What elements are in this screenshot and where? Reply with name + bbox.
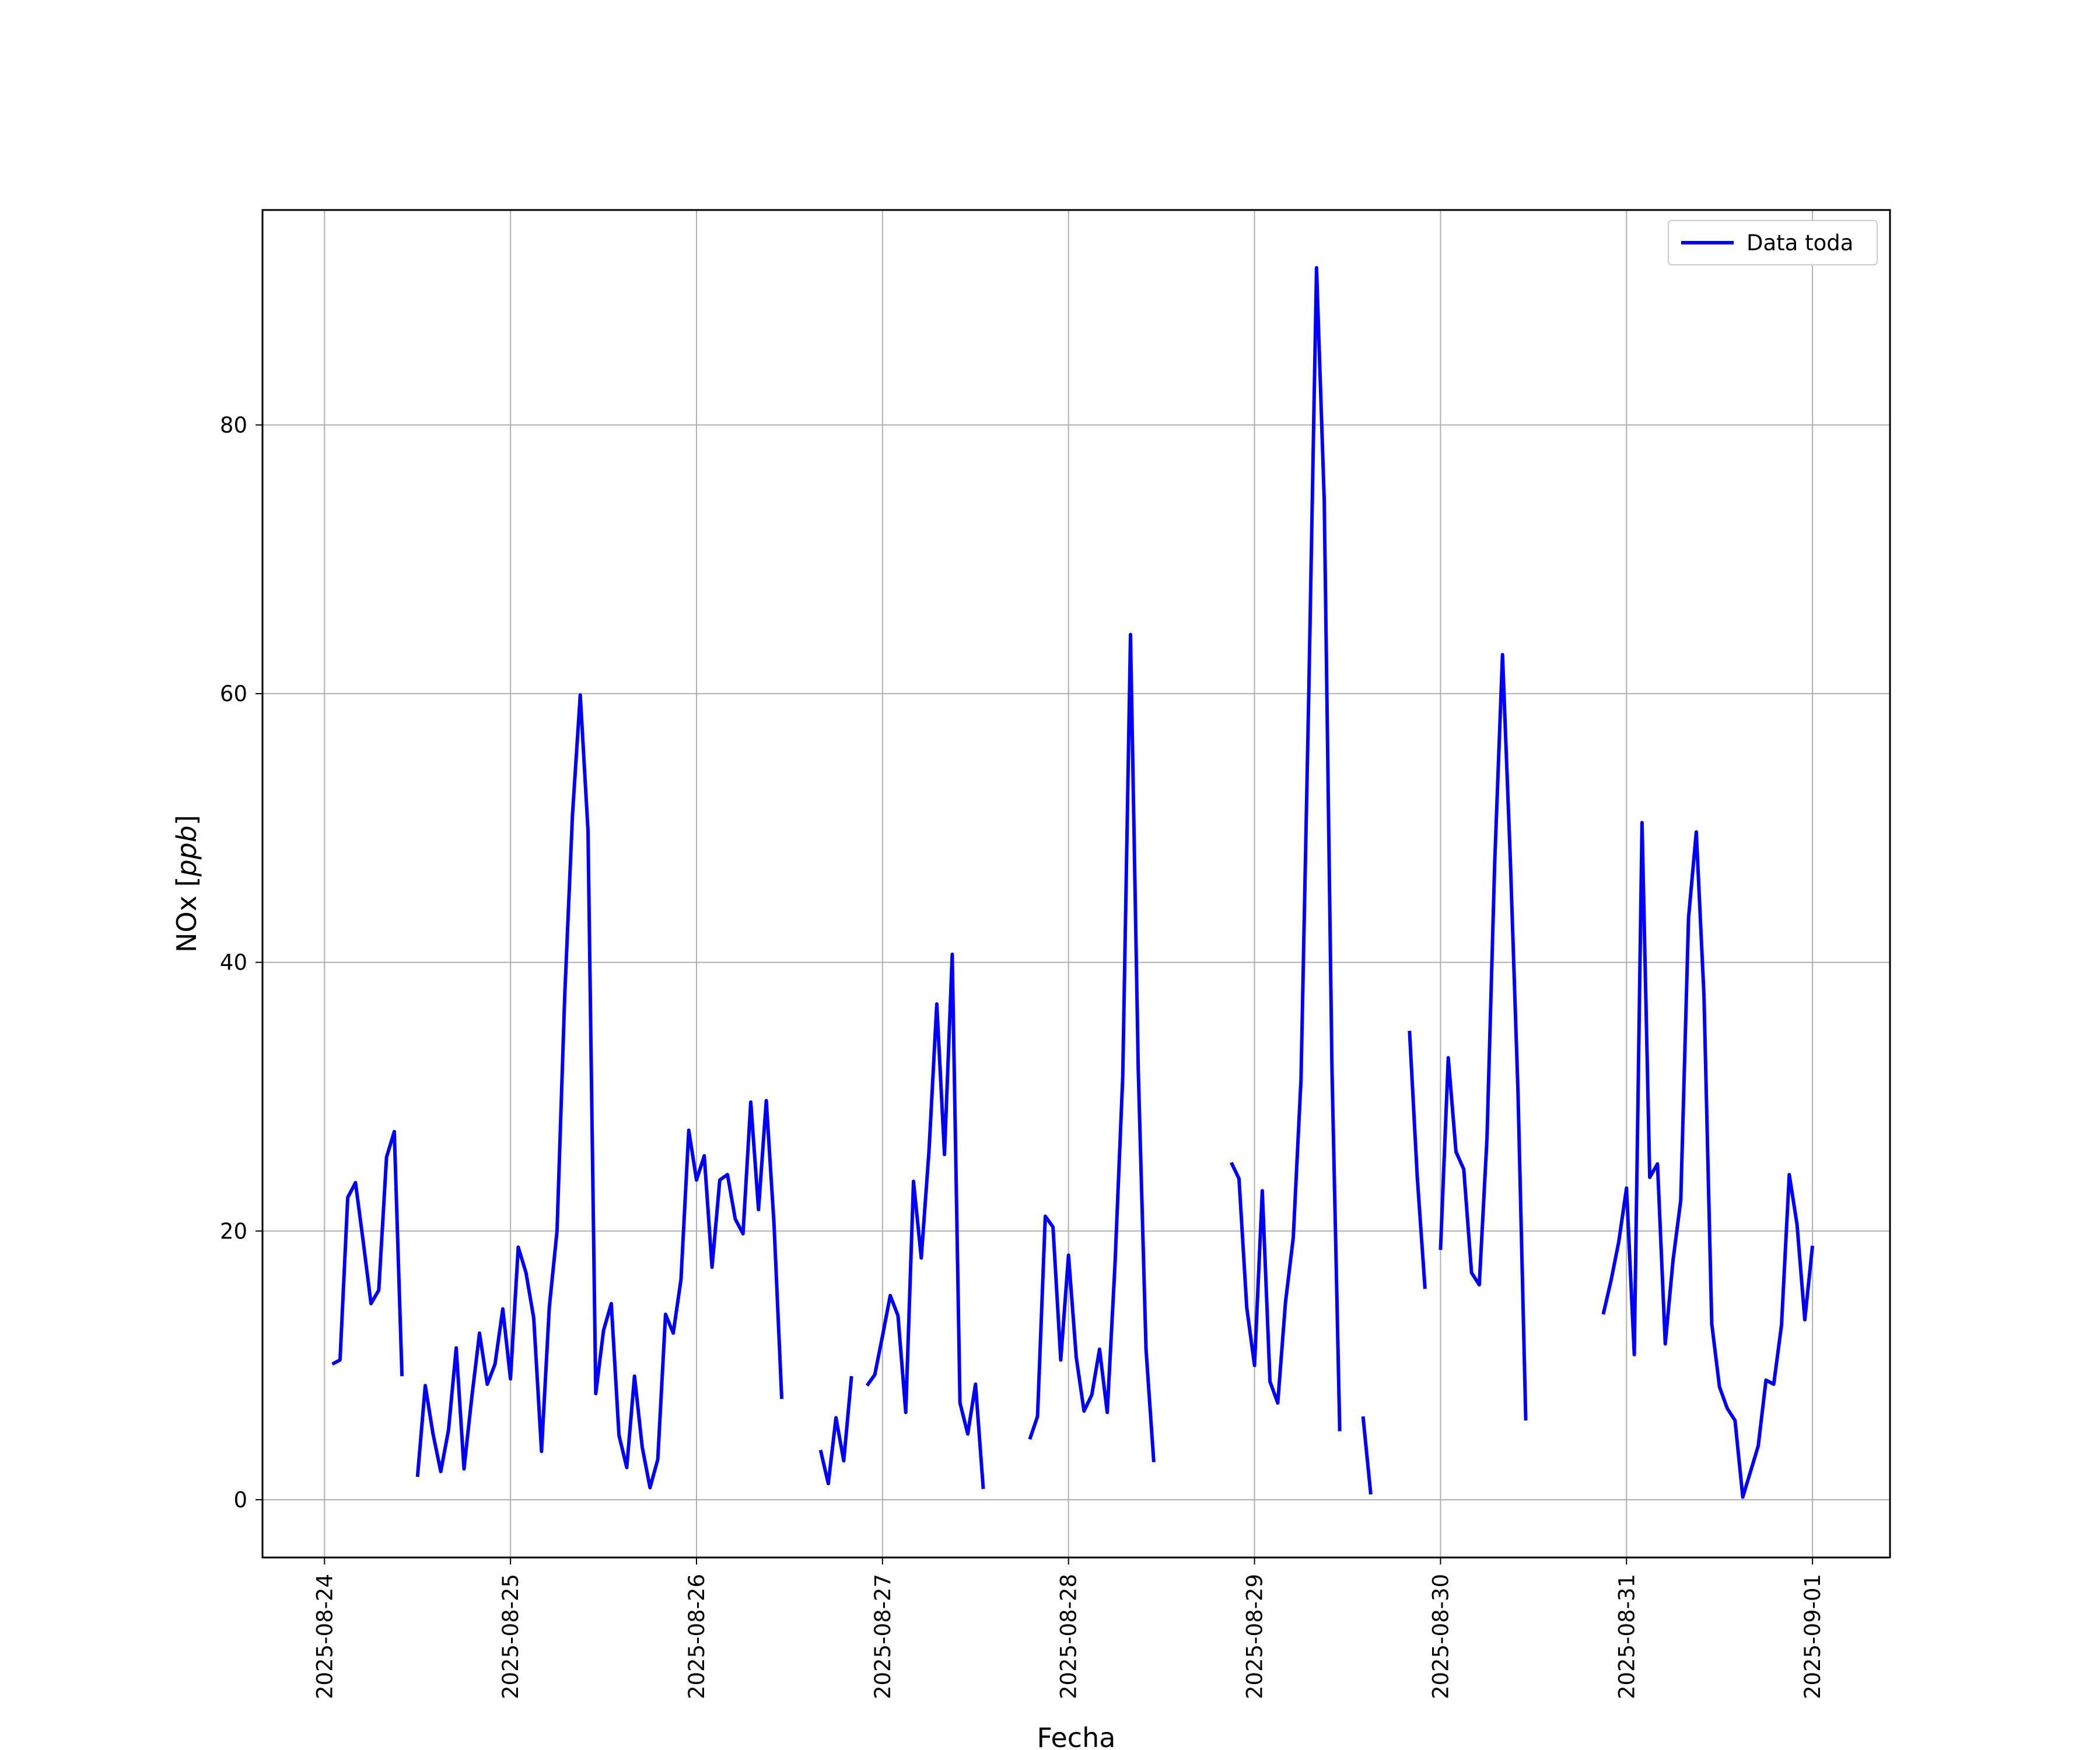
series-line-segment: [818, 1376, 853, 1486]
x-tick-label: 2025-08-31: [1614, 1574, 1639, 1699]
x-tick-label: 2025-08-26: [684, 1574, 709, 1699]
grid: [262, 210, 1890, 1558]
series-line-segment: [1361, 1416, 1373, 1495]
plot-frame: [261, 209, 1891, 1559]
legend-label: Data toda: [1746, 230, 1853, 256]
series-line-segment: [1408, 1031, 1427, 1289]
series-data-toda: [331, 266, 1815, 1499]
x-tick-label: 2025-09-01: [1800, 1574, 1825, 1699]
series-line-segment: [1601, 821, 1815, 1499]
x-axis: 2025-08-24 2025-08-25 2025-08-26 2025-08-27…: [312, 1558, 1825, 1699]
x-tick-label: 2025-08-25: [498, 1574, 523, 1699]
legend-box: [1668, 220, 1878, 265]
x-axis-label: Fecha: [1037, 1722, 1116, 1750]
legend: Data toda: [1668, 220, 1878, 265]
y-tick-label: 60: [220, 681, 247, 706]
y-tick-label: 80: [220, 412, 247, 438]
x-tick-label: 2025-08-28: [1056, 1574, 1082, 1699]
x-tick-label: 2025-08-30: [1428, 1574, 1453, 1699]
y-axis-label: NOx [ppb]: [171, 815, 202, 953]
y-tick-label: 20: [220, 1219, 247, 1244]
series-line-segment: [415, 693, 784, 1490]
x-tick-label: 2025-08-24: [312, 1574, 337, 1699]
y-axis: 0 20 40 60 80: [220, 412, 262, 1513]
series-line-segment: [331, 1129, 404, 1377]
series-line-segment: [1028, 632, 1156, 1462]
series-line-segment: [865, 952, 985, 1489]
y-tick-label: 40: [220, 950, 247, 975]
y-tick-label: 0: [233, 1488, 247, 1513]
series-line-segment: [1438, 653, 1528, 1421]
x-tick-label: 2025-08-27: [870, 1574, 895, 1699]
x-tick-label: 2025-08-29: [1242, 1574, 1268, 1699]
series-line-segment: [1229, 266, 1342, 1432]
